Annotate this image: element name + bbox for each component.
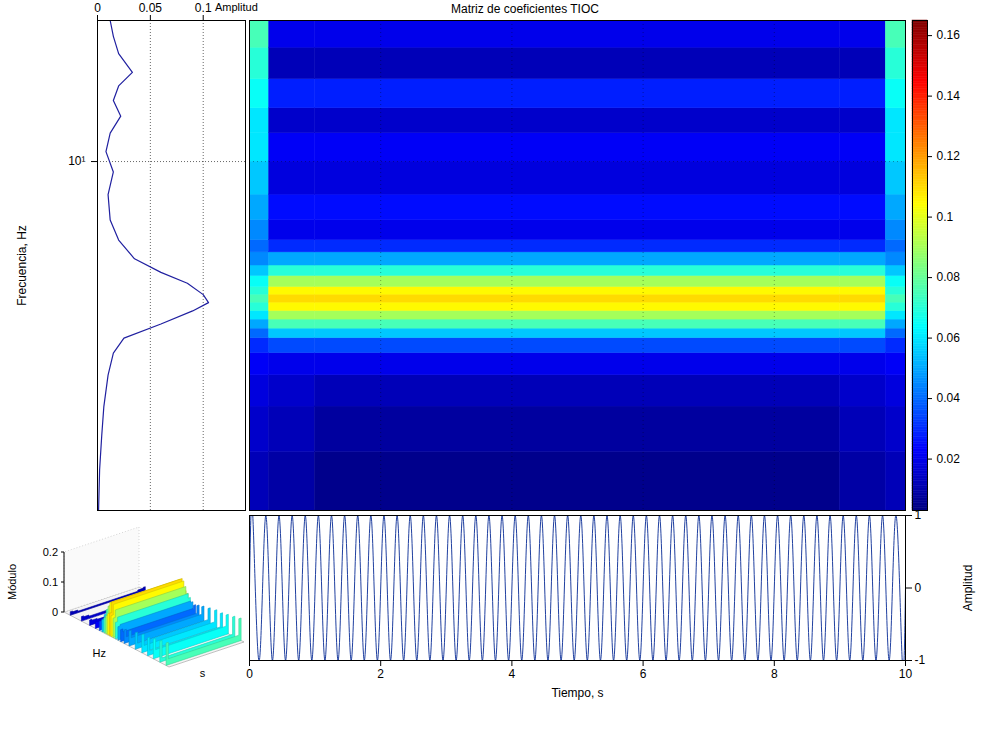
- svg-text:0.16: 0.16: [937, 28, 961, 42]
- svg-text:0.1: 0.1: [43, 576, 58, 588]
- svg-text:Hz: Hz: [93, 647, 106, 659]
- svg-text:Frecuencia, Hz: Frecuencia, Hz: [15, 225, 29, 306]
- html-text:Amplitud: Amplitud: [215, 1, 258, 13]
- svg-text:Tiempo, s: Tiempo, s: [551, 686, 603, 700]
- svg-text:10¹: 10¹: [68, 154, 85, 168]
- svg-text:0.05: 0.05: [139, 1, 163, 15]
- svg-text:0.04: 0.04: [937, 391, 961, 405]
- svg-text:0.14: 0.14: [937, 89, 961, 103]
- html-text:Matriz de coeficientes TIOC: Matriz de coeficientes TIOC: [451, 2, 599, 16]
- svg-text:0: 0: [246, 667, 253, 681]
- svg-text:Amplitud: Amplitud: [961, 565, 975, 612]
- svg-text:6: 6: [640, 667, 647, 681]
- svg-text:0.02: 0.02: [937, 452, 961, 466]
- svg-text:0.2: 0.2: [43, 546, 58, 558]
- svg-text:0.08: 0.08: [937, 270, 961, 284]
- svg-text:-1: -1: [915, 653, 926, 667]
- svg-text:0.12: 0.12: [937, 149, 961, 163]
- svg-text:10: 10: [899, 667, 913, 681]
- svg-text:0.1: 0.1: [937, 210, 954, 224]
- svg-text:0: 0: [52, 606, 58, 618]
- svg-text:4: 4: [509, 667, 516, 681]
- svg-text:0.1: 0.1: [195, 1, 212, 15]
- svg-text:Módulo: Módulo: [6, 564, 18, 600]
- svg-text:0.06: 0.06: [937, 331, 961, 345]
- svg-text:0: 0: [915, 581, 922, 595]
- svg-text:0: 0: [94, 1, 101, 15]
- svg-text:1: 1: [915, 508, 922, 522]
- svg-text:2: 2: [377, 667, 384, 681]
- svg-text:s: s: [200, 667, 206, 679]
- svg-text:8: 8: [771, 667, 778, 681]
